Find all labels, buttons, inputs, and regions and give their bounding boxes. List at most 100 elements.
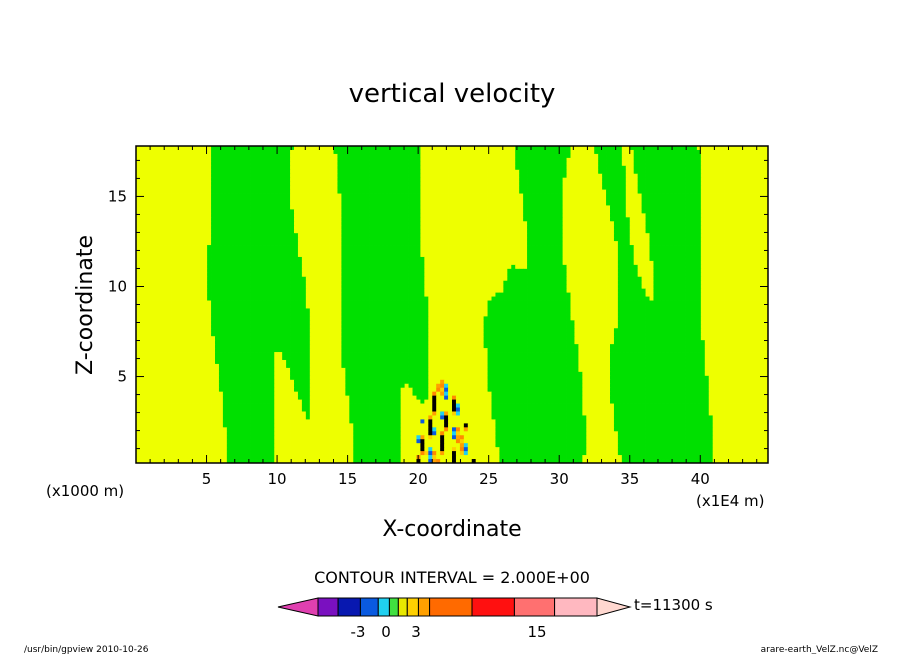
field-cell bbox=[764, 225, 769, 230]
field-cell bbox=[653, 213, 658, 218]
field-cell bbox=[610, 161, 615, 167]
field-cell bbox=[274, 241, 279, 246]
field-cell bbox=[297, 153, 303, 159]
field-cell bbox=[685, 189, 690, 194]
field-cell bbox=[262, 264, 267, 270]
field-cell bbox=[432, 221, 437, 226]
field-cell bbox=[365, 185, 370, 190]
field-cell bbox=[590, 237, 595, 242]
field-cell bbox=[329, 146, 334, 151]
field-cell bbox=[475, 165, 481, 171]
field-cell bbox=[448, 181, 453, 187]
field-cell bbox=[412, 209, 417, 214]
field-cell bbox=[677, 157, 682, 163]
field-cell bbox=[531, 181, 536, 187]
field-cell bbox=[708, 169, 714, 175]
field-cell bbox=[203, 157, 208, 163]
field-cell bbox=[578, 209, 583, 214]
field-cell bbox=[151, 233, 157, 238]
field-cell bbox=[230, 157, 236, 163]
field-cell bbox=[333, 260, 338, 266]
field-cell bbox=[432, 256, 437, 262]
field-cell bbox=[542, 256, 548, 262]
field-cell bbox=[171, 201, 176, 206]
field-cell bbox=[669, 264, 674, 270]
field-cell bbox=[215, 181, 220, 187]
field-cell bbox=[527, 181, 532, 187]
field-cell bbox=[305, 237, 311, 242]
field-cell bbox=[250, 153, 255, 159]
field-cell bbox=[294, 213, 299, 218]
field-cell bbox=[736, 161, 741, 167]
field-cell bbox=[534, 229, 540, 234]
field-cell bbox=[503, 177, 508, 183]
field-cell bbox=[728, 197, 733, 202]
field-cell bbox=[420, 149, 425, 155]
field-cell bbox=[566, 157, 571, 163]
field-cell bbox=[151, 193, 157, 198]
field-cell bbox=[215, 177, 220, 183]
field-cell bbox=[341, 252, 346, 258]
field-cell bbox=[448, 213, 453, 218]
field-cell bbox=[495, 157, 500, 163]
field-cell bbox=[266, 177, 271, 183]
field-cell bbox=[625, 221, 631, 226]
field-cell bbox=[515, 173, 520, 179]
field-cell bbox=[728, 260, 733, 266]
field-cell bbox=[542, 233, 548, 238]
field-cell bbox=[175, 217, 180, 222]
field-cell bbox=[677, 181, 682, 187]
field-cell bbox=[412, 233, 417, 238]
field-cell bbox=[764, 213, 769, 218]
field-cell bbox=[625, 157, 631, 163]
field-cell bbox=[649, 260, 654, 266]
field-cell bbox=[234, 268, 240, 274]
field-cell bbox=[542, 245, 548, 250]
field-cell bbox=[369, 201, 374, 206]
field-cell bbox=[519, 237, 524, 242]
field-cell bbox=[266, 173, 271, 179]
field-cell bbox=[665, 209, 670, 214]
field-cell bbox=[756, 252, 761, 258]
field-cell bbox=[574, 177, 579, 183]
field-cell bbox=[183, 264, 188, 270]
field-cell bbox=[420, 157, 425, 163]
field-cell bbox=[234, 225, 240, 230]
field-cell bbox=[187, 161, 192, 167]
field-cell bbox=[179, 217, 184, 222]
field-cell bbox=[594, 264, 599, 270]
field-cell bbox=[562, 252, 567, 258]
field-cell bbox=[294, 233, 299, 238]
field-cell bbox=[187, 217, 192, 222]
field-cell bbox=[353, 264, 358, 270]
field-cell bbox=[341, 221, 346, 226]
field-cell bbox=[677, 260, 682, 266]
field-cell bbox=[523, 201, 528, 206]
field-cell bbox=[211, 181, 216, 187]
field-cell bbox=[365, 213, 370, 218]
field-cell bbox=[432, 173, 437, 179]
field-cell bbox=[361, 146, 366, 151]
field-cell bbox=[657, 245, 662, 250]
field-cell bbox=[452, 209, 457, 214]
field-cell bbox=[716, 177, 721, 183]
field-cell bbox=[337, 233, 342, 238]
field-cell bbox=[594, 165, 599, 171]
field-cell bbox=[159, 213, 165, 218]
field-cell bbox=[376, 185, 382, 190]
field-cell bbox=[282, 201, 287, 206]
field-cell bbox=[475, 177, 481, 183]
field-cell bbox=[499, 225, 504, 230]
field-cell bbox=[242, 237, 247, 242]
field-cell bbox=[380, 264, 386, 270]
field-cell bbox=[463, 213, 469, 218]
field-cell bbox=[459, 245, 465, 250]
field-cell bbox=[313, 241, 319, 246]
field-cell bbox=[542, 249, 548, 254]
field-cell bbox=[455, 229, 461, 234]
field-cell bbox=[416, 213, 421, 218]
field-cell bbox=[554, 185, 560, 190]
field-cell bbox=[523, 197, 528, 202]
field-cell bbox=[487, 256, 492, 262]
field-cell bbox=[570, 157, 575, 163]
